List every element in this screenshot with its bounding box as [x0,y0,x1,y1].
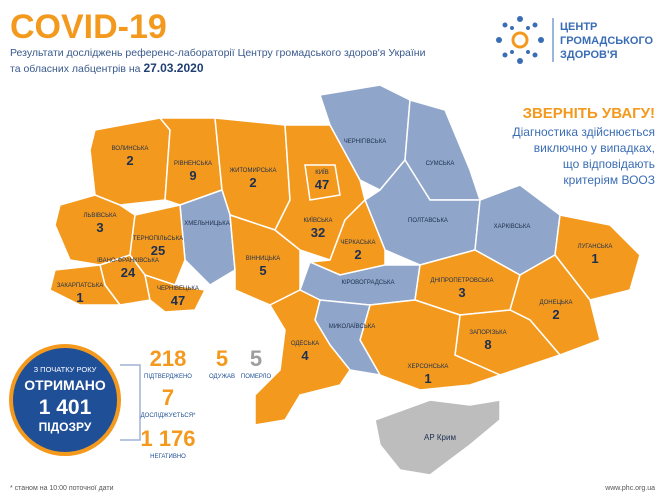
region [304,164,341,201]
summary-total: 1 401 [39,396,92,419]
recovered-label: ОДУЖАВ [209,374,235,380]
testing: 7 [162,385,174,410]
region-name: ТЕРНОПІЛЬСЬКА [133,236,183,242]
region-name: ПОЛТАВСЬКА [408,218,448,224]
region-count: 1 [424,371,431,386]
region-name: ЗАКАРПАТСЬКА [57,283,103,289]
region [144,273,207,313]
region-name: ДОНЕЦЬКА [540,300,573,306]
region-name: ІВАНО-ФРАНКІВСЬКА [97,258,159,264]
subtitle: та обласних лабцентрів на 27.03.2020 [10,61,204,75]
summary-suspected: ПІДОЗРУ [39,420,92,434]
region [254,289,351,426]
bracket [120,364,141,441]
died-label: ПОМЕРЛО [241,374,272,380]
region-name: ДНІПРОПЕТРОВСЬКА [431,278,494,284]
region-name: КИЇВ [315,169,328,176]
region-count: 3 [96,220,103,235]
region-name: ВІННИЦЬКА [246,256,281,262]
logo-text: ЦЕНТР [560,21,597,33]
subtitle-text: та обласних лабцентрів на [10,63,141,75]
region-count: 1 [591,251,598,266]
region-name: ОДЕСЬКА [291,341,319,347]
region-count: 2 [249,175,256,190]
region-name: ЛУГАНСЬКА [578,244,613,250]
notice-lines: Діагностика здійснюється виключно у випад… [513,125,655,187]
notice-line: критеріям ВООЗ [563,173,655,187]
region-name: ХМЕЛЬНИЦЬКА [184,221,229,227]
region-count: 3 [458,285,465,300]
logo-mark [496,16,544,64]
summary: З ПОЧАТКУ РОКУ ОТРИМАНО 1 401 ПІДОЗРУ 21… [9,344,272,460]
region-count: 24 [121,265,136,280]
summary-received: ОТРИМАНО [24,377,106,393]
region-count: 2 [354,247,361,262]
region-name: ЗАПОРІЗЬКА [469,330,506,336]
region-name: ХАРКІВСЬКА [494,224,531,230]
recovered: 5 [216,346,228,371]
summary-circle [9,344,121,456]
region-count: 4 [301,348,309,363]
region-name: ВОЛИНСЬКА [112,146,149,152]
region [49,264,122,306]
region-count: 9 [189,168,196,183]
region-count: 47 [171,293,185,308]
region-name: ЖИТОМИРСЬКА [230,168,277,174]
website: www.phc.org.ua [604,485,655,492]
confirmed-label: ПІДТВЕРДЖЕНО [144,374,192,380]
region-count: 2 [126,153,133,168]
region-count: 1 [76,290,83,305]
region-name: ЧЕРНІГІВСЬКА [344,139,387,145]
region-count: 5 [259,263,266,278]
notice-line: Діагностика здійснюється [513,125,655,139]
footnote: * станом на 10:00 поточної дати [10,485,114,492]
logo-text: ЗДОРОВ'Я [560,49,618,61]
region-name: ХЕРСОНСЬКА [408,364,449,370]
negative: 1 176 [140,426,195,451]
region-name: ЧЕРКАСЬКА [340,240,375,246]
negative-label: НЕГАТИВНО [150,454,186,460]
region-name: ЛЬВІВСЬКА [83,213,116,219]
date: 27.03.2020 [143,61,203,75]
region-name: МИКОЛАЇВСЬКА [329,323,376,330]
region-name: ЧЕРНІВЕЦЬКА [157,286,199,292]
region-count: 32 [311,225,325,240]
region-name: АР Крим [424,433,456,442]
notice-line: що відповідають [563,157,655,171]
title: COVID-19 [10,8,167,46]
confirmed: 218 [150,346,187,371]
region-count: 47 [315,177,329,192]
region-name: РІВНЕНСЬКА [174,161,212,167]
region [374,399,501,476]
region-count: 8 [484,337,491,352]
subtitle: Результати досліджень референс-лаборатор… [10,47,426,59]
notice-line: виключно у випадках, [534,141,655,155]
notice-title: ЗВЕРНІТЬ УВАГУ! [523,105,655,122]
region-name: СУМСЬКА [426,161,455,167]
testing-label: ДОСЛІДЖУЄТЬСЯ* [141,413,196,419]
region-count: 25 [151,243,165,258]
logo-text: ГРОМАДСЬКОГО [560,35,654,47]
region-name: КІРОВОГРАДСЬКА [341,280,394,286]
died: 5 [250,346,262,371]
region-count: 2 [552,307,559,322]
summary-since: З ПОЧАТКУ РОКУ [34,365,97,374]
region-name: КИЇВСЬКА [303,217,332,224]
